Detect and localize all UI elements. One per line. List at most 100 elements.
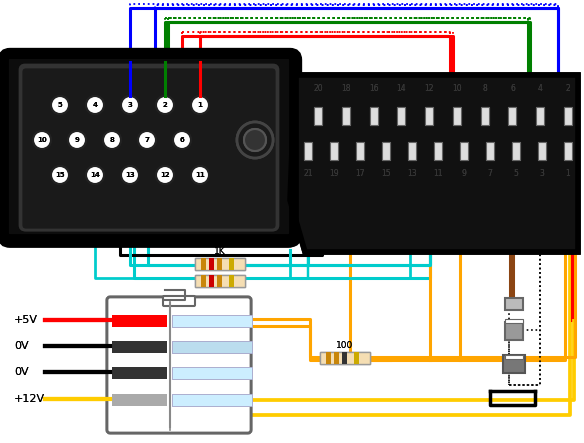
Text: 8: 8	[482, 83, 487, 93]
Bar	[564, 142, 572, 160]
Text: 4: 4	[538, 83, 543, 93]
Text: 12: 12	[160, 172, 170, 178]
Bar	[304, 142, 312, 160]
Bar	[209, 275, 214, 287]
Bar	[320, 352, 370, 364]
Bar	[356, 142, 364, 160]
Text: 18: 18	[341, 83, 350, 93]
Bar	[201, 258, 206, 270]
Text: 21: 21	[303, 168, 313, 178]
Text: 15: 15	[381, 168, 391, 178]
Text: 5: 5	[513, 168, 519, 178]
Text: 12: 12	[160, 172, 170, 178]
Circle shape	[191, 96, 209, 114]
Text: 3: 3	[540, 168, 544, 178]
Bar	[229, 275, 234, 287]
Circle shape	[86, 96, 104, 114]
Bar	[512, 142, 520, 160]
Circle shape	[51, 96, 69, 114]
Bar	[112, 341, 167, 353]
FancyBboxPatch shape	[20, 65, 278, 230]
Circle shape	[68, 131, 86, 149]
Text: 1K: 1K	[214, 247, 226, 256]
Text: 1: 1	[566, 168, 571, 178]
Bar	[217, 258, 222, 270]
Bar	[481, 107, 489, 125]
Text: 15: 15	[55, 172, 65, 178]
Bar	[229, 258, 234, 270]
Text: 6: 6	[510, 83, 515, 93]
Bar	[209, 275, 214, 287]
Bar	[314, 107, 322, 125]
Bar	[453, 107, 461, 125]
Text: 100: 100	[336, 341, 354, 350]
Text: 6: 6	[180, 137, 185, 143]
Text: 0V: 0V	[14, 367, 29, 377]
Bar	[314, 107, 322, 125]
Bar	[538, 142, 546, 160]
Bar	[397, 107, 405, 125]
Bar	[217, 275, 222, 287]
Bar	[172, 315, 252, 327]
Text: 4: 4	[538, 83, 543, 93]
Bar	[370, 107, 377, 125]
Text: 18: 18	[341, 83, 350, 93]
Bar	[112, 315, 167, 327]
Bar	[434, 142, 442, 160]
Text: 6: 6	[510, 83, 515, 93]
Text: 14: 14	[397, 83, 406, 93]
Bar	[342, 352, 347, 364]
Text: 100: 100	[336, 341, 354, 350]
Bar	[342, 107, 350, 125]
Bar	[460, 142, 468, 160]
Bar	[330, 142, 338, 160]
Bar	[112, 315, 167, 327]
Text: 20: 20	[313, 83, 323, 93]
Bar	[486, 142, 494, 160]
Circle shape	[86, 96, 104, 114]
Circle shape	[68, 131, 86, 149]
Circle shape	[138, 131, 156, 149]
Text: 0V: 0V	[14, 341, 29, 351]
Circle shape	[51, 96, 69, 114]
Bar	[330, 142, 338, 160]
Bar	[481, 107, 489, 125]
Circle shape	[237, 122, 273, 158]
Text: 2: 2	[162, 102, 168, 108]
Text: 1: 1	[566, 168, 571, 178]
Bar	[512, 142, 520, 160]
Text: 0V: 0V	[14, 367, 29, 377]
Bar	[334, 352, 339, 364]
Text: +12V: +12V	[14, 394, 45, 404]
Circle shape	[191, 166, 209, 184]
Text: 10: 10	[37, 137, 47, 143]
Bar	[356, 142, 364, 160]
Bar	[354, 352, 359, 364]
Text: 14: 14	[90, 172, 100, 178]
Bar	[201, 275, 206, 287]
Bar	[217, 275, 222, 287]
Text: 10: 10	[452, 83, 462, 93]
Text: 11: 11	[195, 172, 205, 178]
FancyBboxPatch shape	[107, 297, 251, 433]
Bar	[229, 258, 234, 270]
Text: 13: 13	[125, 172, 135, 178]
Bar	[172, 367, 252, 379]
Bar	[536, 107, 544, 125]
Text: 1: 1	[197, 102, 203, 108]
Bar	[408, 142, 416, 160]
Text: 11: 11	[433, 168, 443, 178]
Bar	[425, 107, 433, 125]
Text: 9: 9	[75, 137, 79, 143]
Text: 5: 5	[58, 102, 62, 108]
Bar	[326, 352, 331, 364]
Bar	[172, 341, 252, 353]
Text: 8: 8	[110, 137, 114, 143]
Text: 7: 7	[488, 168, 492, 178]
Bar	[503, 355, 525, 373]
Bar	[229, 275, 234, 287]
Bar	[209, 258, 214, 270]
Bar	[172, 315, 252, 327]
Circle shape	[33, 131, 51, 149]
Bar	[172, 394, 252, 406]
